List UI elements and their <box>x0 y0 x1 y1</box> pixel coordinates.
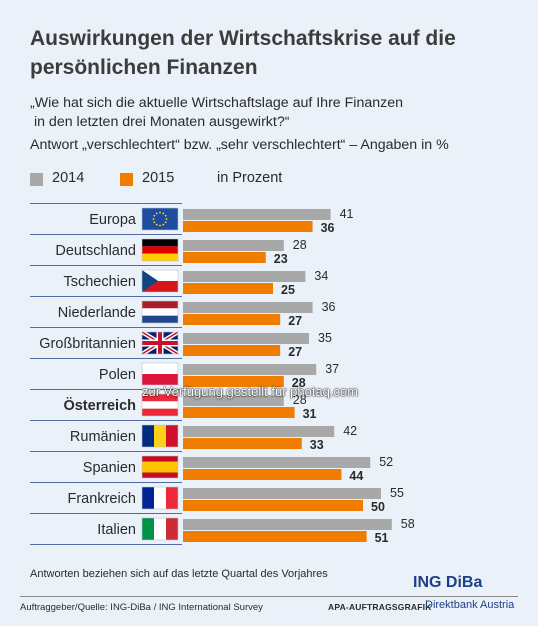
bar-2015 <box>183 252 266 263</box>
data-label-2014: 41 <box>340 207 354 221</box>
bar-2015 <box>183 221 313 232</box>
data-label-2015: 36 <box>321 221 335 235</box>
category-label: Tschechien <box>63 274 136 290</box>
eu-flag-icon <box>141 207 179 231</box>
bar-2014 <box>183 271 306 282</box>
bar-2014 <box>183 240 284 251</box>
category-label: Großbritannien <box>39 336 136 352</box>
category-label: Frankreich <box>68 491 137 507</box>
bar-2015 <box>183 438 302 449</box>
data-label-2015: 25 <box>281 283 295 297</box>
data-label-2014: 35 <box>318 331 332 345</box>
romania-flag-icon <box>141 424 179 448</box>
italy-flag-icon <box>141 517 179 541</box>
data-label-2014: 55 <box>390 486 404 500</box>
spain-flag-icon <box>141 455 179 479</box>
bar-2014 <box>183 519 392 530</box>
data-label-2015: 28 <box>292 376 306 390</box>
czech-flag-icon <box>141 269 179 293</box>
legend-label-2014: 2014 <box>52 170 85 186</box>
data-label-2015: 23 <box>274 252 288 266</box>
brand-name: ING DiBa <box>413 574 483 591</box>
data-label-2014: 28 <box>293 238 307 252</box>
category-label: Italien <box>97 522 136 538</box>
legend-swatch-2014 <box>30 173 43 186</box>
bar-2014 <box>183 364 317 375</box>
legend-swatch-2015 <box>120 173 133 186</box>
chart-title: Auswirkungen der Wirtschaftskrise auf di… <box>30 27 456 79</box>
data-label-2014: 37 <box>325 362 339 376</box>
bar-2015 <box>183 283 273 294</box>
data-label-2014: 58 <box>401 517 415 531</box>
chart-note: Antwort „verschlechtert“ bzw. „sehr vers… <box>30 137 449 153</box>
bar-2015 <box>183 531 367 542</box>
bar-2015 <box>183 376 284 387</box>
data-label-2014: 52 <box>379 455 393 469</box>
category-label: Polen <box>99 367 136 383</box>
category-label: Spanien <box>83 460 136 476</box>
netherlands-flag-icon <box>141 300 179 324</box>
bar-2015 <box>183 345 281 356</box>
source-text: Auftraggeber/Quelle: ING-DiBa / ING Inte… <box>20 602 263 613</box>
footnote: Antworten beziehen sich auf das letzte Q… <box>30 568 328 580</box>
footer-divider <box>20 596 518 597</box>
germany-flag-icon <box>141 238 179 262</box>
bar-2015 <box>183 407 295 418</box>
data-label-2015: 51 <box>375 531 389 545</box>
bar-2014 <box>183 302 313 313</box>
category-label: Rumänien <box>70 429 136 445</box>
data-label-2015: 27 <box>288 345 302 359</box>
chart-subtitle: „Wie hat sich die aktuelle Wirtschaftsla… <box>30 95 403 130</box>
category-label: Europa <box>89 212 137 228</box>
data-label-2014: 42 <box>343 424 357 438</box>
data-label-2015: 33 <box>310 438 324 452</box>
data-label-2015: 31 <box>303 407 317 421</box>
austria-flag-icon <box>141 393 179 417</box>
bar-2014 <box>183 395 284 406</box>
brand-logo: ING DiBa <box>413 574 482 592</box>
agency-label: APA-AUFTRAGSGRAFIK <box>328 602 432 612</box>
category-label: Niederlande <box>58 305 136 321</box>
data-label-2014: 34 <box>314 269 328 283</box>
category-label: Österreich <box>63 397 136 414</box>
data-label-2014: 28 <box>293 393 307 407</box>
data-label-2015: 50 <box>371 500 385 514</box>
bar-2014 <box>183 209 331 220</box>
category-label: Deutschland <box>55 243 136 259</box>
poland-flag-icon <box>141 362 179 386</box>
bar-2014 <box>183 457 371 468</box>
bar-2014 <box>183 333 309 344</box>
bar-2015 <box>183 314 281 325</box>
uk-flag-icon <box>140 330 180 356</box>
data-label-2015: 44 <box>349 469 363 483</box>
brand-subtitle: Direktbank Austria <box>425 599 515 611</box>
data-label-2014: 36 <box>322 300 336 314</box>
bar-2015 <box>183 469 342 480</box>
legend-unit: in Prozent <box>217 170 283 186</box>
bar-2015 <box>183 500 363 511</box>
watermark: zur Verfügung gestellt für photaq.com <box>142 384 359 399</box>
france-flag-icon <box>141 486 179 510</box>
bar-2014 <box>183 488 381 499</box>
data-label-2015: 27 <box>288 314 302 328</box>
legend-label-2015: 2015 <box>142 170 175 186</box>
bar-2014 <box>183 426 335 437</box>
